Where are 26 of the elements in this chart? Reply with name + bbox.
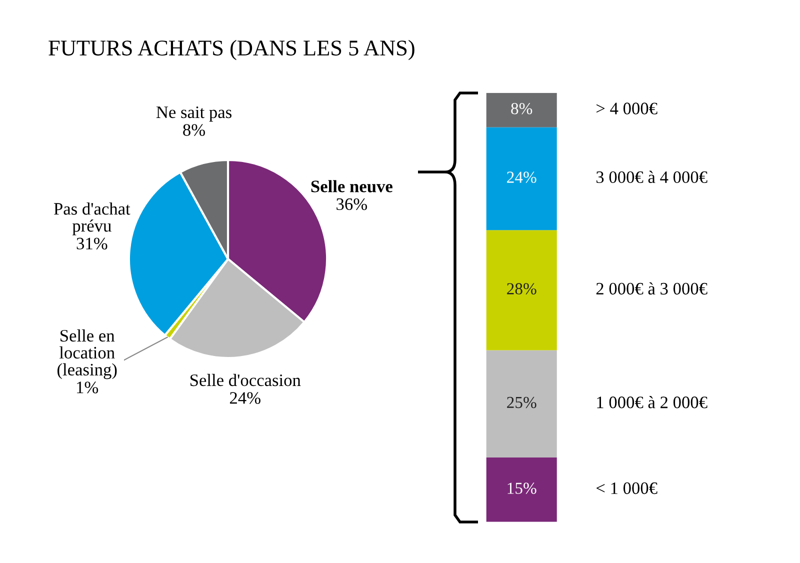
slice-label: Pas d'achat prévu <box>54 202 130 236</box>
text: > 4 000€ <box>596 102 658 114</box>
slice-label: Selle d'occasion <box>190 374 301 386</box>
bar <box>486 92 557 128</box>
text: 2 000€ à 3 000€ <box>596 282 708 295</box>
data-label: 28% <box>507 283 536 294</box>
data-label: 24% <box>230 392 260 404</box>
data-label: 31% <box>76 238 108 250</box>
slice-label: Selle en location (leasing) <box>57 329 117 380</box>
text: 1 000€ à 2 000€ <box>597 396 708 408</box>
data-label: 36% <box>336 198 367 210</box>
bar <box>486 127 557 230</box>
data-label: 8% <box>511 102 532 114</box>
text: < 1 000€ <box>596 482 658 494</box>
data-label: 1% <box>77 382 98 394</box>
bar <box>486 230 557 350</box>
data-label: 8% <box>183 124 205 136</box>
text: 3 000€ à 4 000€ <box>596 170 708 184</box>
slice-label: Ne sait pas <box>156 106 232 122</box>
data-label: 24% <box>507 172 536 183</box>
bar <box>486 458 557 522</box>
data-label: 25% <box>507 396 536 408</box>
chart-title: FUTURS ACHATS (DANS LES 5 ANS) <box>48 40 414 60</box>
slice-label: Selle neuve <box>311 180 392 192</box>
bar <box>486 350 557 458</box>
data-label: 15% <box>508 482 536 494</box>
